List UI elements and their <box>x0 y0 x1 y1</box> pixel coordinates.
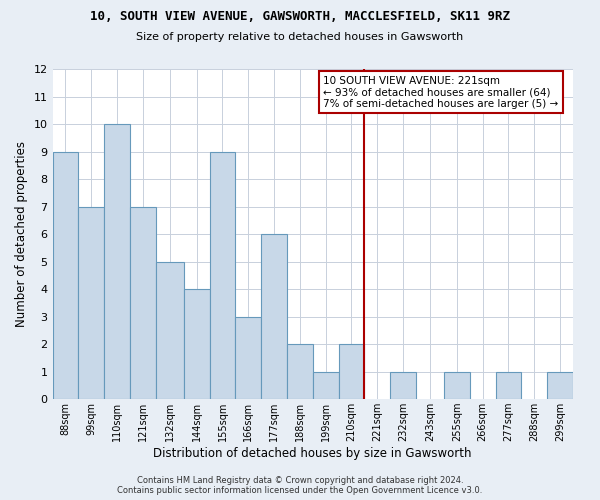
Text: Contains HM Land Registry data © Crown copyright and database right 2024.
Contai: Contains HM Land Registry data © Crown c… <box>118 476 482 495</box>
Bar <box>184 289 209 399</box>
Bar <box>287 344 313 399</box>
X-axis label: Distribution of detached houses by size in Gawsworth: Distribution of detached houses by size … <box>154 447 472 460</box>
Bar <box>496 372 521 399</box>
Bar <box>130 206 155 399</box>
Bar <box>547 372 573 399</box>
Y-axis label: Number of detached properties: Number of detached properties <box>15 141 28 327</box>
Bar <box>261 234 287 399</box>
Text: 10, SOUTH VIEW AVENUE, GAWSWORTH, MACCLESFIELD, SK11 9RZ: 10, SOUTH VIEW AVENUE, GAWSWORTH, MACCLE… <box>90 10 510 23</box>
Bar <box>104 124 130 399</box>
Bar <box>235 316 261 399</box>
Bar <box>444 372 470 399</box>
Bar <box>79 206 104 399</box>
Text: 10 SOUTH VIEW AVENUE: 221sqm
← 93% of detached houses are smaller (64)
7% of sem: 10 SOUTH VIEW AVENUE: 221sqm ← 93% of de… <box>323 76 559 109</box>
Text: Size of property relative to detached houses in Gawsworth: Size of property relative to detached ho… <box>136 32 464 42</box>
Bar <box>53 152 79 399</box>
Bar <box>155 262 184 399</box>
Bar <box>209 152 235 399</box>
Bar <box>338 344 364 399</box>
Bar <box>390 372 416 399</box>
Bar <box>313 372 338 399</box>
